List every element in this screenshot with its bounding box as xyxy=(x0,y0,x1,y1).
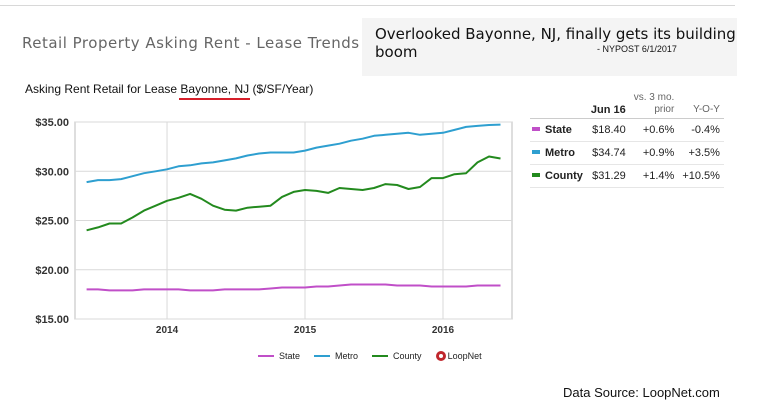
headline-source: - NYPOST 6/1/2017 xyxy=(597,44,677,54)
legend-line-state xyxy=(258,355,274,357)
metro-swatch xyxy=(532,150,540,155)
page-title: Retail Property Asking Rent - Lease Tren… xyxy=(22,34,360,52)
y-tick-label: $30.00 xyxy=(35,166,69,178)
legend-line-county xyxy=(372,355,389,357)
stats-header-vs3mo-label: vs. 3 mo. xyxy=(633,92,675,103)
news-headline: Overlooked Bayonne, NJ, finally gets its… xyxy=(375,25,736,61)
stats-row-state: State $18.40 +0.6% -0.4% xyxy=(530,118,724,142)
legend-item-county[interactable]: County xyxy=(372,351,422,361)
stats-name: County xyxy=(545,170,583,182)
loopnet-logo: LoopNet xyxy=(435,351,482,361)
stats-name-cell: Metro xyxy=(530,141,587,165)
stats-header-prior-label: prior xyxy=(654,104,675,115)
top-divider xyxy=(0,5,735,6)
stats-name-cell: County xyxy=(530,164,587,188)
stats-name-cell: State xyxy=(530,118,587,142)
stats-header-date: Jun 16 xyxy=(586,92,630,119)
legend-label-county: County xyxy=(393,351,422,361)
legend-label-metro: Metro xyxy=(335,351,359,361)
y-tick-label: $15.00 xyxy=(35,314,69,326)
headline-box xyxy=(362,18,737,76)
loopnet-brand: LoopNet xyxy=(447,351,482,361)
stats-yoy: +3.5% xyxy=(678,141,724,165)
state-swatch xyxy=(532,127,540,132)
chart-title-suffix: ($/SF/Year) xyxy=(249,82,314,96)
legend-item-state[interactable]: State xyxy=(258,351,300,361)
legend-item-metro[interactable]: Metro xyxy=(314,351,358,361)
y-tick-label: $20.00 xyxy=(35,265,69,277)
loopnet-icon xyxy=(435,351,446,361)
stats-row-county: County $31.29 +1.4% +10.5% xyxy=(530,164,724,188)
stats-header-vs3mo: vs. 3 mo. prior xyxy=(629,92,679,119)
series-line-metro xyxy=(86,123,501,184)
x-tick-label: 2016 xyxy=(432,325,455,336)
chart-legend: State Metro County LoopNet xyxy=(258,351,482,361)
chart-title-location: Bayonne, NJ xyxy=(180,82,250,96)
stats-header-row: Jun 16 vs. 3 mo. prior Y-O-Y xyxy=(530,92,724,119)
chart-title-prefix: Asking Rent Retail for Lease xyxy=(25,82,181,96)
series-line-state xyxy=(86,283,501,292)
stats-header-yoy: Y-O-Y xyxy=(678,92,724,119)
stats-vs3mo: +0.6% xyxy=(629,118,679,142)
rent-line-chart: $35.00 $30.00 $25.00 $20.00 $15.00 2014 2015 20… xyxy=(35,117,513,336)
stats-name: Metro xyxy=(545,147,575,159)
stats-vs3mo: +0.9% xyxy=(629,141,679,165)
stats-value: $31.29 xyxy=(586,164,630,188)
stats-value: $34.74 xyxy=(586,141,630,165)
stats-vs3mo: +1.4% xyxy=(629,164,679,188)
stats-yoy: +10.5% xyxy=(678,164,724,188)
county-swatch xyxy=(532,173,540,178)
data-source-note: Data Source: LoopNet.com xyxy=(563,385,720,400)
legend-line-metro xyxy=(314,355,331,357)
stats-table: Jun 16 vs. 3 mo. prior Y-O-Y State $18.40… xyxy=(530,92,724,188)
stats-row-metro: Metro $34.74 +0.9% +3.5% xyxy=(530,141,724,165)
stats-yoy: -0.4% xyxy=(678,118,724,142)
stats-name: State xyxy=(545,124,572,136)
legend-label-state: State xyxy=(279,351,301,361)
x-tick-label: 2015 xyxy=(294,325,317,336)
y-tick-label: $35.00 xyxy=(35,117,69,129)
chart-title: Asking Rent Retail for Lease Bayonne, NJ… xyxy=(25,82,313,96)
x-tick-label: 2014 xyxy=(156,325,179,336)
series-line-county xyxy=(86,155,501,232)
stats-value: $18.40 xyxy=(586,118,630,142)
stats-header-name xyxy=(530,92,587,119)
y-tick-label: $25.00 xyxy=(35,216,69,228)
